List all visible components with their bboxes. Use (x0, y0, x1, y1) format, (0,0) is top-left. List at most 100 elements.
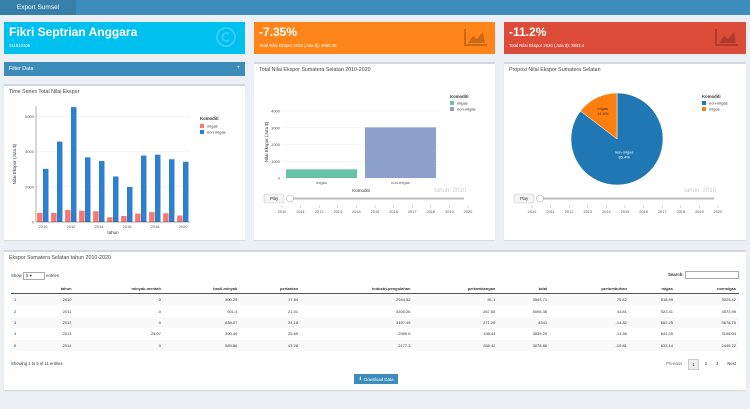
column-header[interactable]: minyak-mentah (74, 284, 164, 294)
page-button-3[interactable]: 3 (716, 361, 719, 366)
x-tick-label: 2020 (179, 224, 189, 229)
table-cell: 3078.86 (498, 339, 551, 351)
table-cell: 0 (74, 339, 164, 351)
top-navbar: Export Sumsel (0, 0, 750, 15)
table-cell: 641.25 (660, 331, 673, 337)
slider-tick-label: 2014 (352, 209, 361, 214)
table-cell: 522.41 (660, 308, 673, 314)
search-control: Search: (668, 271, 739, 279)
page-button-1[interactable]: 1 (688, 359, 699, 370)
y-tick-label: 6000 (25, 114, 35, 119)
table-row: 5 2014 0 589.86 43.28 2177.3 268.42 3078.86 -19.… (11, 339, 739, 351)
bar-migas (285, 169, 358, 178)
slider-tick-label: 2013 (333, 209, 342, 214)
column-header[interactable]: nonmigas (676, 284, 739, 294)
table-cell: 4573.95 (721, 308, 736, 314)
table-panel: Ekspor Sumatera Selatan tahun 2010-2020 … (4, 250, 746, 390)
filter-data-box[interactable]: Filter Data + (4, 62, 245, 76)
year-watermark: tahun: 2010 (684, 188, 716, 194)
download-data-button[interactable]: ⬇ Download Data (354, 374, 398, 384)
column-header[interactable]: migas (629, 284, 676, 294)
copyright-icon (216, 27, 236, 47)
slider-tick-label: 2019 (695, 209, 704, 214)
table-row: 3 2012 0 638.07 24.18 3497.49 271.26 4341 -14.82… (11, 316, 739, 329)
table-cell: 2010 (31, 293, 75, 306)
bar-migas (51, 212, 57, 222)
slider-tick-label: 2014 (602, 209, 611, 214)
table-cell: 4 (14, 331, 17, 337)
column-header[interactable]: pertumbuhan (550, 284, 630, 294)
table-cell: 43.81 (616, 308, 627, 314)
table-cell: 271.26 (413, 316, 499, 329)
proportion-title: Proposi Nilai Ekspor Sumatera Selatan (509, 67, 601, 73)
table-cell: 21.01 (288, 308, 299, 314)
legend-title: Komoditi (450, 94, 469, 99)
search-input[interactable] (685, 271, 739, 279)
next-page-button[interactable]: Next (727, 361, 736, 366)
x-tick-label: 2010 (39, 224, 49, 229)
column-header[interactable]: hasil-minyak (163, 284, 241, 294)
previous-page-button[interactable]: Previous (666, 361, 683, 366)
bar-non-migas (99, 161, 105, 222)
slider-tick-label: 2017 (408, 209, 417, 214)
column-header[interactable]: total (498, 284, 551, 294)
slider-tick-label: 2012 (315, 209, 324, 214)
play-label: Play (520, 196, 529, 201)
value-box-growth-2019: -7.35% Total Nilai Ekspor 2019 (Juta $):… (254, 22, 495, 54)
slider-tick-label: 2020 (464, 209, 473, 214)
table-cell: 662.25 (629, 316, 676, 329)
legend-swatch (450, 101, 454, 105)
column-header[interactable]: pertambangan (413, 284, 499, 294)
legend-title: Komoditi (200, 116, 219, 121)
table-cell: 4341 (498, 316, 551, 329)
bar-non-migas (169, 159, 175, 222)
slider-tick-label: 2016 (389, 209, 398, 214)
bar-non-migas (183, 161, 189, 222)
x-tick-label: 2014 (95, 224, 105, 229)
area-chart-icon (464, 29, 487, 46)
table-cell: 267.65 (483, 308, 496, 314)
y-tick-label: 0 (32, 220, 35, 225)
table-info: Showing 1 to 5 of 11 entries (11, 361, 63, 366)
page-button-2[interactable]: 2 (704, 361, 708, 366)
growth-2019-value: -7.35% (259, 25, 298, 39)
entries-select[interactable]: 5 ▾ (22, 272, 45, 280)
table-cell: 0 (158, 308, 161, 314)
bar-non-migas (57, 141, 63, 222)
slider-tick-label: 2010 (278, 209, 287, 214)
table-cell: 590.49 (225, 331, 238, 337)
value-box-author: Fikri Septrian Anggara 211810305 (4, 22, 245, 54)
bar-migas (37, 212, 43, 222)
table-cell: -14.82 (550, 316, 630, 329)
column-header[interactable]: pertanian (240, 284, 302, 294)
x-axis-title: Komoditi (352, 188, 370, 193)
slider-handle (536, 194, 544, 203)
table-row: 2 2011 0 501.4 21.01 4306.26 267.65 5096.36 43.8… (11, 305, 739, 316)
y-axis-title: Nilai Ekspor (Juta $) (12, 143, 17, 184)
table-row: 1 2010 0 500.25 17.84 2944.52 81.1 3543.71 75.82… (11, 293, 739, 306)
export-table: tahun minyak-mentah hasil-minyak pertanian i… (11, 284, 739, 351)
slider-tick-label: 2010 (528, 209, 537, 214)
slider-tick-label: 2012 (565, 209, 574, 214)
y-tick-label: 4000 (271, 109, 281, 114)
bar-non-migas (71, 107, 77, 222)
bar-migas (121, 216, 127, 222)
download-label: Download Data (364, 376, 394, 382)
legend-swatch (450, 107, 454, 111)
legend-swatch (200, 124, 204, 128)
table-cell: 81.1 (413, 293, 499, 306)
expand-plus-icon[interactable]: + (236, 65, 240, 71)
tab-export-sumsel[interactable]: Export Sumsel (0, 0, 76, 15)
column-header[interactable]: industri-pengolahan (301, 284, 414, 294)
column-header[interactable]: tahun (31, 284, 75, 294)
table-cell: 3 (11, 316, 32, 329)
legend-title: Komoditi (702, 94, 721, 99)
table-cell: 3198.04 (721, 331, 736, 337)
column-header[interactable] (11, 284, 32, 294)
slider-handle (286, 194, 294, 203)
table-cell: 501.4 (227, 308, 238, 314)
slider-tick-label: 2020 (714, 209, 723, 214)
slider-tick-label: 2013 (583, 209, 592, 214)
table-cell: 2012 (31, 316, 75, 329)
time-series-title: Time Series Total Nilai Ekspor (9, 89, 80, 95)
